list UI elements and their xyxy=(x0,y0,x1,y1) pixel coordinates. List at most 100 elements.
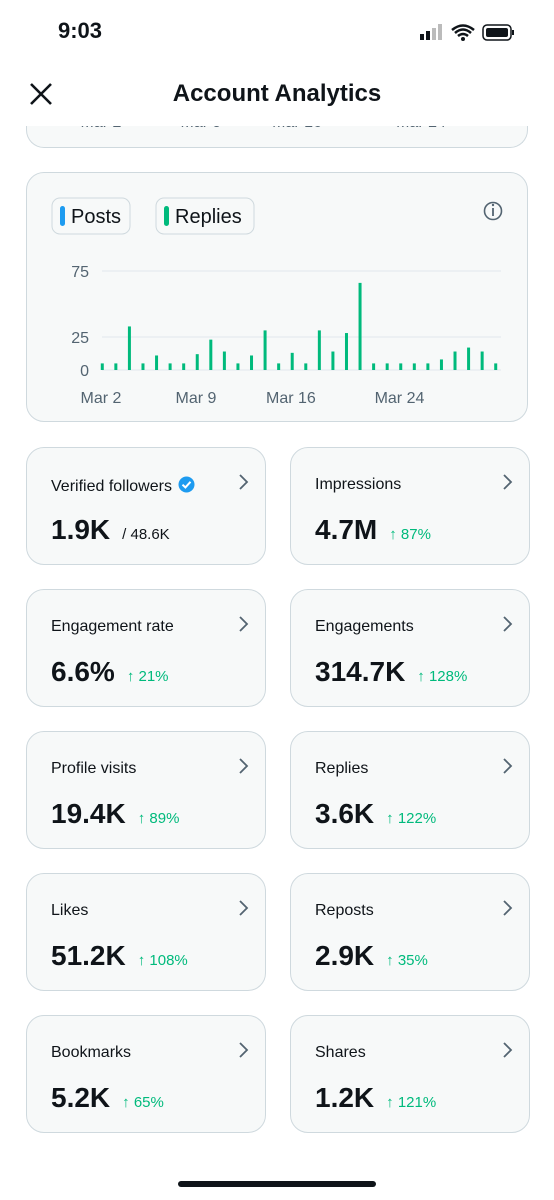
x-tick-label: Mar 2 xyxy=(81,390,122,407)
stat-value: 19.4K ↑ 89% xyxy=(51,798,179,830)
chevron-path xyxy=(503,758,513,774)
bar xyxy=(385,363,389,370)
bar xyxy=(141,363,145,370)
stat-change: ↑ 121% xyxy=(386,1094,437,1111)
legend-chip[interactable] xyxy=(155,197,255,235)
legend-swatch xyxy=(60,206,65,226)
chevron-path xyxy=(503,1042,513,1058)
chevron xyxy=(239,616,249,632)
stat-change: ↑ 21% xyxy=(126,668,169,685)
chevron xyxy=(503,1042,513,1058)
bar xyxy=(182,363,186,370)
page-title: Account Analytics xyxy=(172,80,382,107)
stat-number: 6.6% xyxy=(51,656,115,687)
home-indicator xyxy=(178,1181,376,1187)
stat-value: 51.2K ↑ 108% xyxy=(51,940,188,972)
x-tick-label: Mar 9 xyxy=(176,390,217,407)
bar xyxy=(304,363,308,370)
bar xyxy=(277,363,281,370)
stat-card[interactable]: Engagement rate 6.6% ↑ 21% xyxy=(26,589,266,707)
bar xyxy=(494,363,498,370)
stat-card[interactable]: Profile visits 19.4K ↑ 89% xyxy=(26,731,266,849)
stat-card[interactable]: Impressions 4.7M ↑ 87% xyxy=(290,447,530,565)
stat-label: Bookmarks xyxy=(51,1044,132,1061)
stat-change: ↑ 128% xyxy=(417,668,468,685)
stat-number: 314.7K xyxy=(315,656,406,687)
stat-card[interactable]: Likes 51.2K ↑ 108% xyxy=(26,873,266,991)
stat-value: 314.7K ↑ 128% xyxy=(315,656,467,688)
bar xyxy=(127,326,131,370)
status-icons-overlay xyxy=(420,24,514,41)
status-time-overlay: 9:03 xyxy=(58,18,103,43)
y-tick-label: 25 xyxy=(71,330,89,347)
stat-card[interactable]: Verified followers 1.9K / 48.6K xyxy=(26,447,266,565)
chevron-path xyxy=(503,900,513,916)
stat-card[interactable]: Reposts 2.9K ↑ 35% xyxy=(290,873,530,991)
bar xyxy=(453,351,457,370)
legend-chip[interactable] xyxy=(51,197,131,235)
header xyxy=(0,0,554,126)
stat-change: ↑ 122% xyxy=(386,810,437,827)
bar xyxy=(331,351,335,370)
stat-card[interactable]: Replies 3.6K ↑ 122% xyxy=(290,731,530,849)
chart-card: Posts Replies 0 25 75 Mar 2 Mar 9 Mar 16 Mar 24 xyxy=(26,172,528,422)
chevron xyxy=(239,474,249,490)
stat-card[interactable]: Bookmarks 5.2K ↑ 65% xyxy=(26,1015,266,1133)
info-icon[interactable] xyxy=(483,201,503,221)
bar xyxy=(195,354,199,370)
chevron-path xyxy=(239,900,249,916)
close-button[interactable] xyxy=(28,81,54,107)
stat-label: Likes xyxy=(51,902,89,919)
bar xyxy=(236,363,240,370)
x-tick-label: Mar 16 xyxy=(266,390,316,407)
stat-card[interactable]: Engagements 314.7K ↑ 128% xyxy=(290,589,530,707)
stat-label: Verified followers xyxy=(51,476,195,496)
legend-swatch xyxy=(164,206,169,226)
chevron xyxy=(239,900,249,916)
stat-card[interactable]: Shares 1.2K ↑ 121% xyxy=(290,1015,530,1133)
bar xyxy=(209,339,213,370)
stat-value: 6.6% ↑ 21% xyxy=(51,656,169,688)
stat-number: 2.9K xyxy=(315,940,375,971)
stat-change: ↑ 108% xyxy=(137,952,188,969)
bar xyxy=(290,352,294,370)
stat-number: 51.2K xyxy=(51,940,126,971)
bar xyxy=(263,330,267,370)
stat-change: ↑ 35% xyxy=(386,952,428,969)
stat-label: Engagements xyxy=(315,618,414,635)
bar xyxy=(358,282,362,370)
bar xyxy=(426,363,430,370)
stat-label: Engagement rate xyxy=(51,618,174,635)
stat-value: 5.2K ↑ 65% xyxy=(51,1082,164,1114)
chevron-path xyxy=(239,616,249,632)
stat-number: 5.2K xyxy=(51,1082,111,1113)
stat-label: Profile visits xyxy=(51,760,137,777)
stat-change: ↑ 65% xyxy=(122,1094,164,1111)
chevron-path xyxy=(503,616,513,632)
bar xyxy=(467,347,471,370)
bar xyxy=(114,363,118,370)
badge-circle xyxy=(178,476,195,493)
stat-value: 2.9K ↑ 35% xyxy=(315,940,428,972)
stat-label: Reposts xyxy=(315,902,374,919)
stat-value: 1.9K / 48.6K xyxy=(51,514,170,546)
bar xyxy=(439,359,443,370)
chevron xyxy=(503,900,513,916)
stat-number: 1.9K xyxy=(51,514,111,545)
chevron xyxy=(239,758,249,774)
stat-number: 3.6K xyxy=(315,798,375,829)
bar xyxy=(399,363,403,370)
stat-value: 4.7M ↑ 87% xyxy=(315,514,431,546)
bar xyxy=(412,363,416,370)
bar xyxy=(250,355,254,370)
bar xyxy=(480,351,484,370)
y-tick-label: 75 xyxy=(71,264,89,281)
verified-badge xyxy=(178,476,195,493)
bar xyxy=(100,363,104,370)
chart: Posts Replies 0 25 75 Mar 2 Mar 9 Mar 16 Mar 24 xyxy=(51,197,503,407)
stat-number: 19.4K xyxy=(51,798,126,829)
chevron xyxy=(503,758,513,774)
stat-change: ↑ 87% xyxy=(389,526,431,543)
stat-number: 4.7M xyxy=(315,514,378,545)
